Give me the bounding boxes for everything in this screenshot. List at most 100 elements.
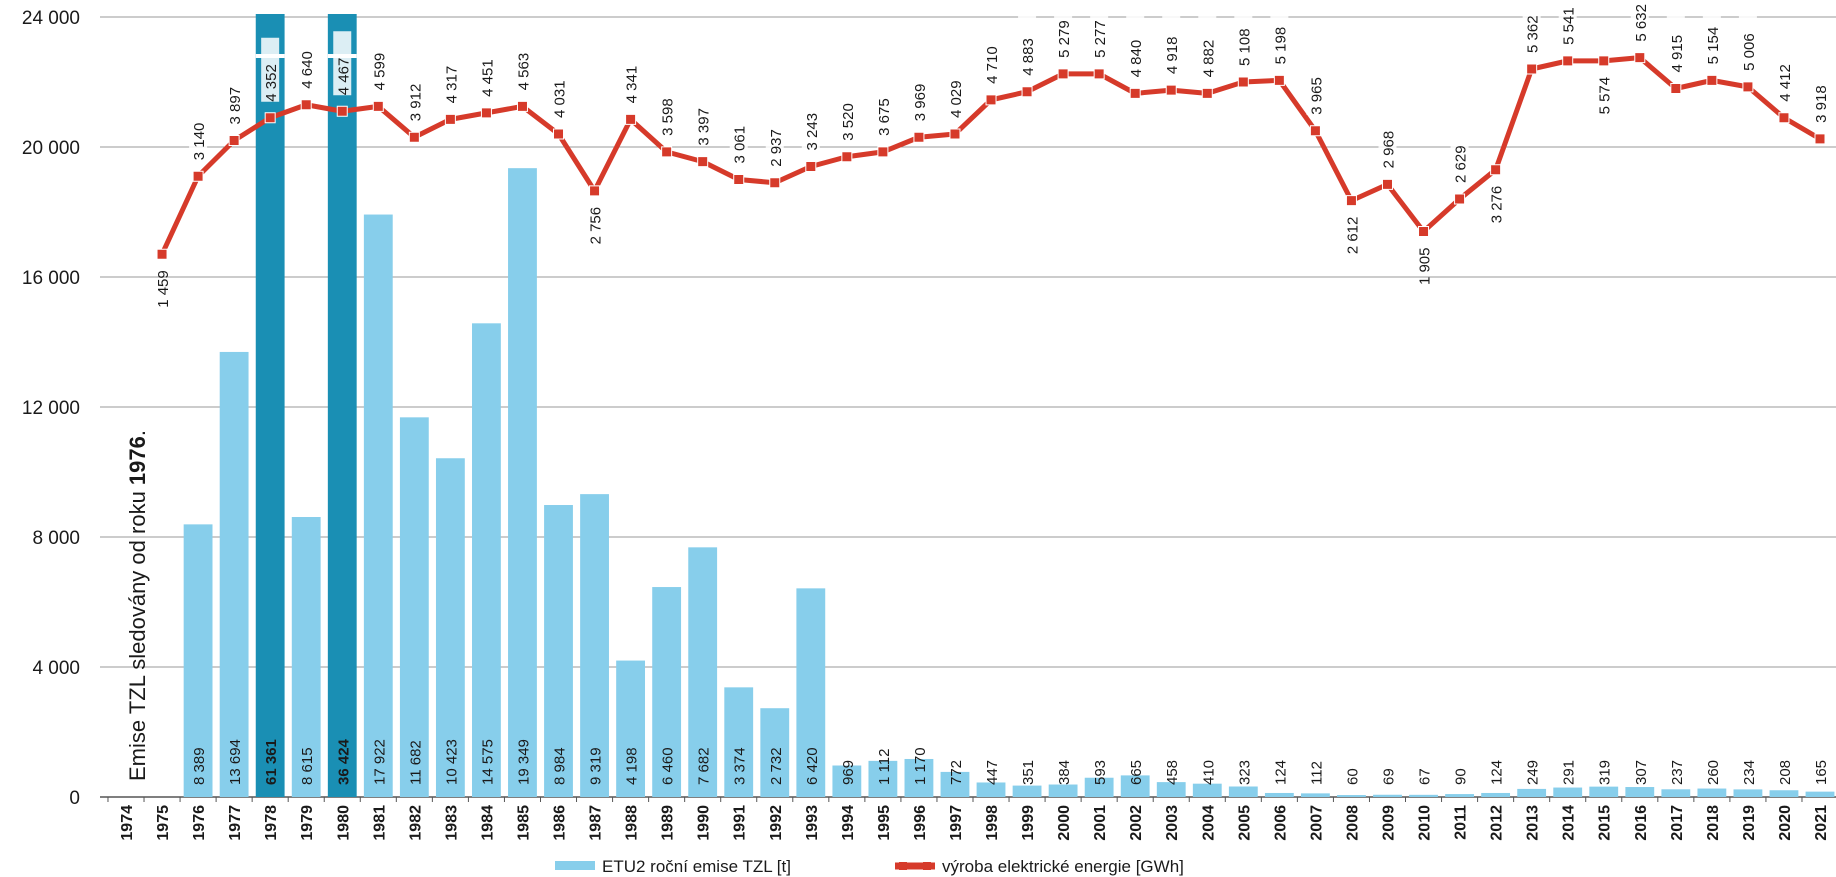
x-tick-label: 1998 [984,805,1001,841]
bar [976,782,1006,797]
bar [760,708,790,797]
line-label-backdrop [1162,10,1181,75]
grid-lines [100,16,1836,668]
y-tick-label: 8 000 [32,528,80,549]
bar-data-label: 307 [1633,760,1650,785]
line-point [1778,112,1790,124]
line-point [1129,87,1141,99]
bar-data-label: 1 170 [912,747,929,785]
line-point [192,170,204,182]
x-tick-label: 2004 [1200,805,1217,841]
line-point [1345,195,1357,207]
line-point [1598,55,1610,67]
line-point [336,105,348,117]
line-data-label: 4 031 [552,80,569,118]
bar-data-label: 410 [1200,760,1217,785]
line-label-backdrop [477,32,496,97]
bar [1481,792,1511,797]
bar-data-label: 14 575 [479,739,496,785]
bar [1012,785,1042,797]
line-point [1021,86,1033,98]
legend-bar-swatch [555,861,595,870]
line-point [1201,87,1213,99]
bar [724,687,754,797]
bar-data-label: 61 361 [263,739,280,785]
bar-data-label: 384 [1056,760,1073,785]
line-data-label: 4 915 [1669,35,1686,73]
bar [544,505,573,797]
bar [1409,794,1438,797]
x-tick-label: 1984 [479,805,496,841]
x-tick-label: 2006 [1272,805,1289,841]
line-data-label: 3 397 [696,108,713,146]
line-data-label: 3 061 [732,126,749,164]
line-point [1742,81,1754,93]
x-tick-label: 2001 [1092,805,1109,841]
bar-data-label: 124 [1272,760,1289,785]
bar-series: 8 389 13 694 61 361 8 615 36 424 17 922 11 682… [183,14,1835,798]
line-data-label: 3 598 [660,98,677,136]
x-tick-label: 2000 [1056,805,1073,841]
line-point [156,248,168,260]
x-tick-label: 2002 [1128,805,1145,841]
x-tick-label: 2010 [1417,805,1434,841]
line-data-label: 4 840 [1128,40,1145,78]
bar [1373,794,1402,797]
line-data-label: 5 277 [1092,20,1109,58]
y-tick-label: 4 000 [32,658,80,679]
bar-data-label: 60 [1344,768,1361,785]
line-data-label: 4 640 [299,51,316,89]
line-label-backdrop [297,24,316,89]
bar [1048,784,1078,797]
bar [688,547,718,797]
annotation: Emise TZL sledovány od roku 1976. [125,430,150,781]
line-point [1057,68,1069,80]
x-axis: 1974 1975 1976 1977 1978 1979 1980 1981 1982 1983… [107,797,1830,841]
bar [291,517,321,797]
x-tick-label: 1976 [191,805,208,841]
x-tick-label: 1989 [660,805,677,841]
x-tick-label: 1990 [696,805,713,841]
x-tick-label: 1991 [732,805,749,841]
line-data-label: 2 612 [1344,217,1361,255]
line-data-label: 4 451 [479,59,496,97]
bar-data-label: 323 [1236,760,1253,785]
note-prefix: Emise TZL sledovány od roku [125,485,150,781]
bar-data-label: 458 [1164,760,1181,785]
x-tick-label: 2017 [1669,805,1686,841]
line-data-label: 1 459 [155,270,172,308]
line-point [480,107,492,119]
bar-data-label: 447 [984,760,1001,785]
line-label-backdrop [1811,58,1829,123]
line-point [444,113,456,125]
bar [1156,782,1186,797]
line-label-backdrop [982,19,1001,84]
line-data-label: 4 467 [335,58,352,96]
line-data-label: 3 969 [912,84,929,122]
bar-data-label: 291 [1561,760,1578,785]
x-tick-label: 1992 [768,805,785,841]
line-label-backdrop [1054,0,1073,58]
bar [472,323,501,797]
line-data-label: 3 918 [1813,85,1830,123]
line-label-backdrop [1126,13,1145,78]
bar-data-label: 234 [1741,760,1758,785]
bar-data-label: 969 [840,760,857,785]
bar-data-label: 8 615 [299,747,316,785]
line-data-label: 3 897 [227,87,244,125]
line-point [1381,178,1393,190]
bar-data-label: 19 349 [515,739,532,785]
line-data-label: 5 541 [1561,7,1578,45]
bar [435,458,465,797]
legend: ETU2 roční emise TZL [t] výroba elektric… [555,857,1184,876]
line-point [1093,68,1105,80]
line-label-backdrop [945,54,964,118]
line-point [841,151,853,163]
x-tick-label: 1980 [335,805,352,841]
line-data-label: 5 632 [1633,4,1650,42]
bar [1625,787,1655,797]
line-point [1814,133,1826,145]
line-label-backdrop [873,71,892,136]
bar-data-label: 7 682 [696,747,713,785]
bar [652,587,682,797]
